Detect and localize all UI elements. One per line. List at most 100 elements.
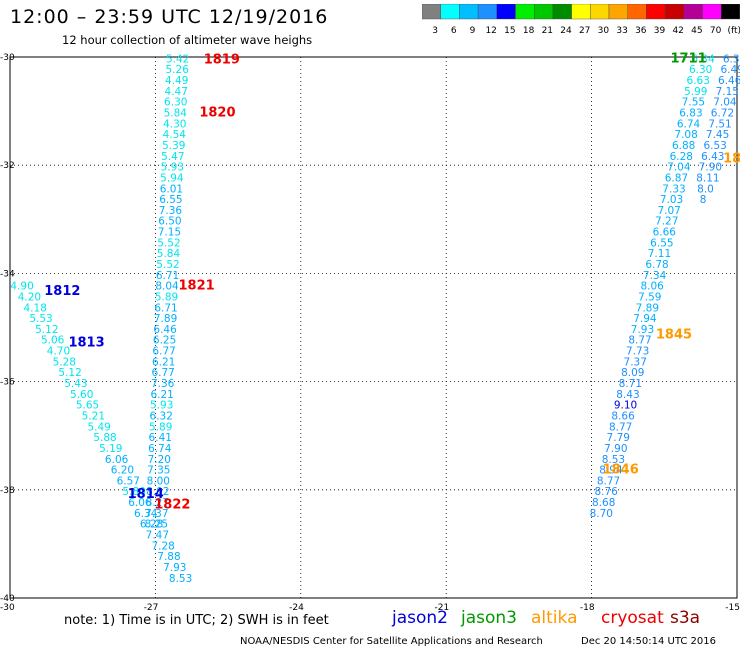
wave-height-label: 8.27	[146, 497, 169, 509]
wave-height-label: 6.46	[718, 75, 740, 87]
wave-height-label: 4.54	[163, 129, 187, 141]
colorbar-swatch	[683, 4, 703, 20]
wave-height-label: 6.34	[134, 508, 158, 520]
wave-height-label: 4.90	[10, 281, 33, 293]
colorbar-tick-label: 42	[672, 26, 683, 36]
footer-timestamp: Dec 20 14:50:14 UTC 2016	[581, 636, 716, 647]
plot-frame	[9, 56, 738, 599]
pass-number-label: 1819	[204, 52, 240, 67]
wave-height-label: 6.53	[703, 140, 726, 152]
x-tick-label: -18	[580, 603, 595, 613]
pass-number-label: 1845	[656, 327, 692, 342]
wave-height-label: 8.0	[697, 183, 714, 195]
wave-height-label: 5.80	[122, 486, 145, 498]
wave-height-label: 5.47	[161, 151, 184, 163]
x-tick-label: -24	[289, 603, 304, 613]
pass-number-label: 1711	[670, 51, 706, 66]
wave-height-label: 7.94	[633, 313, 657, 325]
wave-height-label: 7.03	[660, 194, 683, 206]
wave-height-label: 7.51	[708, 118, 731, 130]
colorbar-tick-label: 30	[598, 26, 610, 36]
wave-height-label: 7.15	[716, 86, 739, 98]
colorbar-swatch	[422, 4, 441, 20]
wave-height-label: 6.28	[670, 151, 693, 163]
y-tick-label: -36	[0, 378, 15, 388]
wave-height-label: 5.12	[35, 324, 58, 336]
wave-height-label: 7.08	[674, 129, 697, 141]
wave-height-label: 6.28	[140, 519, 163, 531]
wave-height-label: 8.43	[616, 389, 639, 401]
pass-number-label: 1820	[199, 106, 235, 121]
colorbar-swatch	[552, 4, 572, 20]
wave-height-label: 6.55	[159, 194, 182, 206]
wave-height-label: 7.34	[643, 270, 667, 282]
wave-height-label: 6.41	[149, 432, 172, 444]
page-title: 12:00 – 23:59 UTC 12/19/2016	[10, 6, 329, 28]
wave-height-label: 5.52	[156, 259, 179, 271]
wave-height-label: 7.04	[713, 97, 737, 109]
legend-cryosat: cryosat	[601, 608, 664, 628]
wave-height-label: 4.70	[47, 346, 70, 358]
wave-height-label: 6.32	[150, 410, 173, 422]
wave-height-label: 6.30	[689, 64, 712, 76]
wave-height-label: 7.36	[159, 205, 183, 217]
pass-number-label: 1814	[128, 487, 164, 502]
colorbar-tick-label: 12	[485, 26, 496, 36]
page-subtitle: 12 hour collection of altimeter wave hei…	[62, 33, 313, 47]
y-tick-label: -30	[0, 53, 15, 63]
pass-number-label: 18	[723, 151, 740, 166]
colorbar-tick-label: 9	[470, 26, 476, 36]
colorbar-swatch	[608, 4, 628, 20]
wave-height-label: 7.37	[624, 356, 647, 368]
wave-height-label: 7.59	[638, 291, 661, 303]
wave-height-label: 7.90	[699, 162, 722, 174]
wave-height-label: 4.47	[165, 86, 188, 98]
wave-height-label: 7.04	[667, 162, 691, 174]
wave-height-label: 5.93	[150, 400, 173, 412]
colorbar-tick-label: 70	[710, 26, 722, 36]
wave-height-label: 8.77	[609, 421, 632, 433]
wave-height-label: 7.79	[607, 432, 630, 444]
x-tick-label: -21	[434, 603, 449, 613]
pass-number-label: 1821	[179, 279, 215, 294]
colorbar-swatch	[515, 4, 535, 20]
wave-height-label: 6.46	[153, 324, 177, 336]
wave-height-label: 6.25	[153, 335, 176, 347]
wave-height-label: 7.36	[151, 378, 175, 390]
wave-height-label: 5.94	[160, 172, 184, 184]
wave-height-label: 7.37	[145, 508, 168, 520]
wave-height-label: 6.21	[150, 389, 173, 401]
colorbar-tick-label: 39	[654, 26, 666, 36]
wave-height-label: 6.20	[111, 465, 134, 477]
colorbar-tick-label: 21	[542, 26, 553, 36]
wave-height-label: 8.77	[628, 335, 651, 347]
wave-height-label: 6.71	[154, 302, 177, 314]
wave-height-label: 4.20	[18, 291, 41, 303]
colorbar-swatch	[459, 4, 479, 20]
wave-height-label: 7.35	[147, 465, 170, 477]
wave-height-label: 7.93	[631, 324, 654, 336]
wave-height-label: 5.84	[164, 108, 188, 120]
wave-height-label: 5.89	[155, 291, 178, 303]
wave-height-label: 5.52	[157, 237, 180, 249]
colorbar-tick-label: 18	[523, 26, 535, 36]
y-tick-label: -38	[0, 486, 15, 496]
wave-height-label: 5.19	[99, 443, 122, 455]
colorbar-swatch	[477, 4, 497, 20]
wave-height-label: 7.90	[604, 443, 627, 455]
colorbar-swatch	[440, 4, 460, 20]
wave-height-label: 8.76	[594, 486, 618, 498]
wave-height-label: 7.15	[158, 227, 181, 239]
wave-height-label: 6.34	[691, 53, 715, 65]
wave-height-label: 8.02	[146, 486, 169, 498]
y-tick-label: -32	[0, 161, 15, 171]
wave-height-label: 6.39	[723, 53, 740, 65]
wave-height-label: 6.88	[672, 140, 695, 152]
colorbar-swatch	[646, 4, 666, 20]
wave-height-label: 7.45	[706, 129, 729, 141]
wave-height-label: 5.89	[149, 421, 172, 433]
wave-height-label: 8.04	[155, 281, 179, 293]
wave-height-label: 8.53	[169, 573, 192, 585]
wave-height-label: 5.21	[82, 410, 105, 422]
wave-height-label: 8.77	[597, 475, 620, 487]
